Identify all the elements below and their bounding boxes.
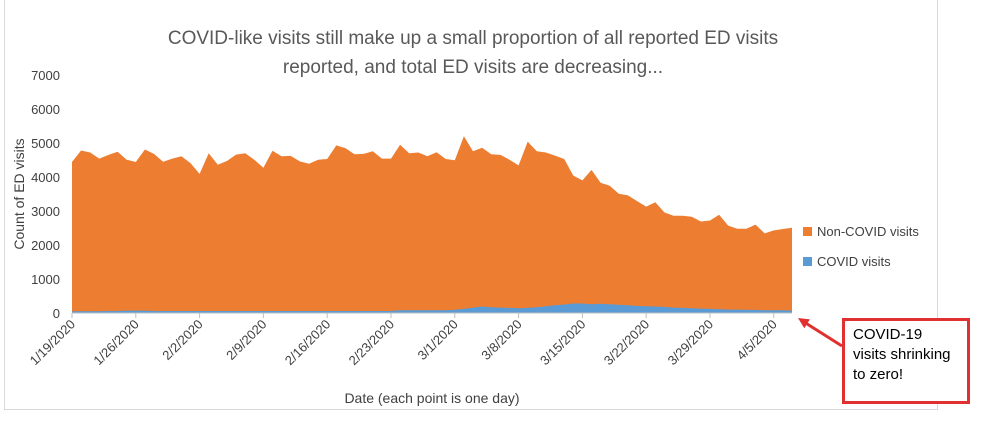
y-tick-label: 6000 [31, 102, 60, 117]
y-axis-title: Count of ED visits [11, 138, 27, 249]
annotation-callout: COVID-19 visits shrinking to zero! [842, 318, 970, 404]
x-tick-label: 3/15/2020 [537, 317, 589, 369]
y-tick-label: 4000 [31, 170, 60, 185]
callout-text: COVID-19 visits shrinking to zero! [853, 326, 951, 383]
y-tick-label: 7000 [31, 68, 60, 83]
chart-title-line-2: reported, and total ED visits are decrea… [283, 57, 663, 78]
callout-arrow-line [803, 320, 843, 348]
y-tick-label: 2000 [31, 238, 60, 253]
chart-title-line-1: COVID-like visits still make up a small … [168, 28, 778, 49]
x-tick-label: 1/26/2020 [90, 317, 142, 369]
legend-label: COVID visits [817, 254, 891, 269]
x-tick-label: 2/16/2020 [282, 317, 334, 369]
legend-swatch [803, 257, 812, 266]
x-tick-label: 2/2/2020 [159, 317, 205, 363]
callout-arrow-head [798, 318, 810, 329]
y-tick-label: 0 [53, 306, 60, 321]
series-area-non-covid-visits [72, 136, 792, 313]
y-tick-label: 1000 [31, 272, 60, 287]
x-tick-label: 3/29/2020 [665, 317, 717, 369]
legend-swatch [803, 227, 812, 236]
series-area-covid-visits [72, 303, 792, 313]
x-tick-label: 3/1/2020 [415, 317, 461, 363]
x-tick-label: 3/8/2020 [478, 317, 524, 363]
y-tick-label: 5000 [31, 136, 60, 151]
legend-label: Non-COVID visits [817, 224, 919, 239]
x-tick-label: 1/19/2020 [27, 317, 79, 369]
x-axis-title: Date (each point is one day) [344, 390, 519, 406]
x-tick-label: 3/22/2020 [601, 317, 653, 369]
x-tick-label: 2/23/2020 [346, 317, 398, 369]
x-tick-label: 2/9/2020 [223, 317, 269, 363]
x-tick-label: 4/5/2020 [734, 317, 780, 363]
y-tick-label: 3000 [31, 204, 60, 219]
